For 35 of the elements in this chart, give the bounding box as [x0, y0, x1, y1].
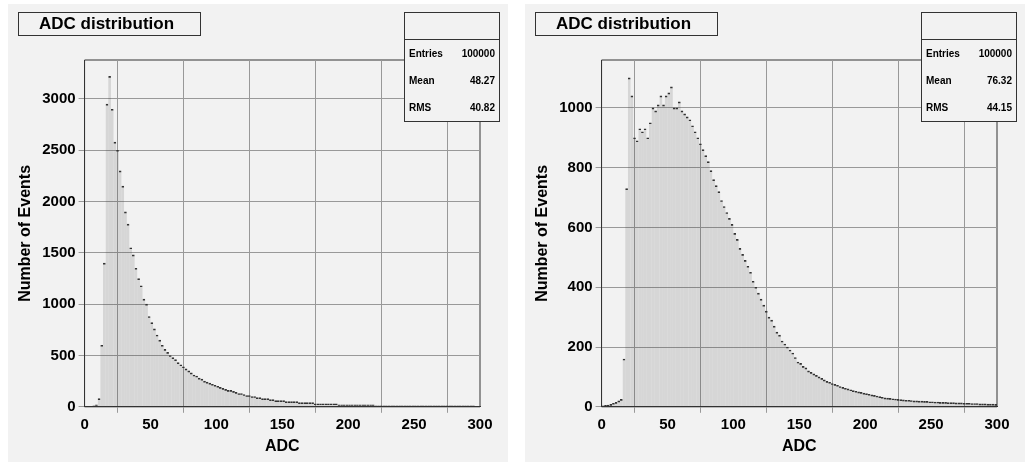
x-tick-label: 100 — [720, 414, 746, 432]
y-tick-label: 0 — [584, 396, 593, 414]
x-tick-label: 300 — [467, 414, 493, 432]
stats-box: Entries 100000 Mean 76.32 RMS 44.15 — [921, 12, 1017, 122]
x-tick-label: 150 — [269, 414, 295, 432]
x-axis-title: ADC — [781, 436, 818, 454]
x-tick-label: 100 — [203, 414, 229, 432]
y-axis-title: Number of Events — [16, 164, 34, 302]
y-tick-label: 1000 — [42, 294, 76, 312]
y-tick-label: 1000 — [559, 97, 593, 115]
x-tick-label: 250 — [918, 414, 944, 432]
y-tick-label: 600 — [567, 217, 593, 235]
y-tick-label: 3000 — [42, 89, 76, 107]
y-tick-label: 2500 — [42, 140, 76, 158]
x-tick-label: 0 — [597, 414, 606, 432]
chart-title: ADC distribution — [535, 12, 719, 36]
stats-box: Entries 100000 Mean 48.27 RMS 40.82 — [404, 12, 500, 122]
y-tick-label: 500 — [50, 345, 76, 363]
chart-title: ADC distribution — [18, 12, 202, 36]
y-tick-label: 800 — [567, 157, 593, 175]
x-axis-title: ADC — [264, 436, 301, 454]
y-tick-label: 400 — [567, 277, 593, 295]
x-tick-label: 50 — [659, 414, 676, 432]
x-tick-label: 0 — [80, 414, 89, 432]
x-tick-label: 300 — [984, 414, 1010, 432]
x-tick-label: 200 — [852, 414, 878, 432]
x-tick-label: 50 — [142, 414, 159, 432]
y-tick-label: 0 — [67, 396, 76, 414]
y-axis-title: Number of Events — [533, 164, 551, 302]
y-tick-label: 200 — [567, 337, 593, 355]
x-tick-label: 250 — [401, 414, 427, 432]
x-tick-label: 200 — [335, 414, 361, 432]
y-tick-label: 2000 — [42, 191, 76, 209]
x-tick-label: 150 — [786, 414, 812, 432]
y-tick-label: 1500 — [42, 243, 76, 261]
